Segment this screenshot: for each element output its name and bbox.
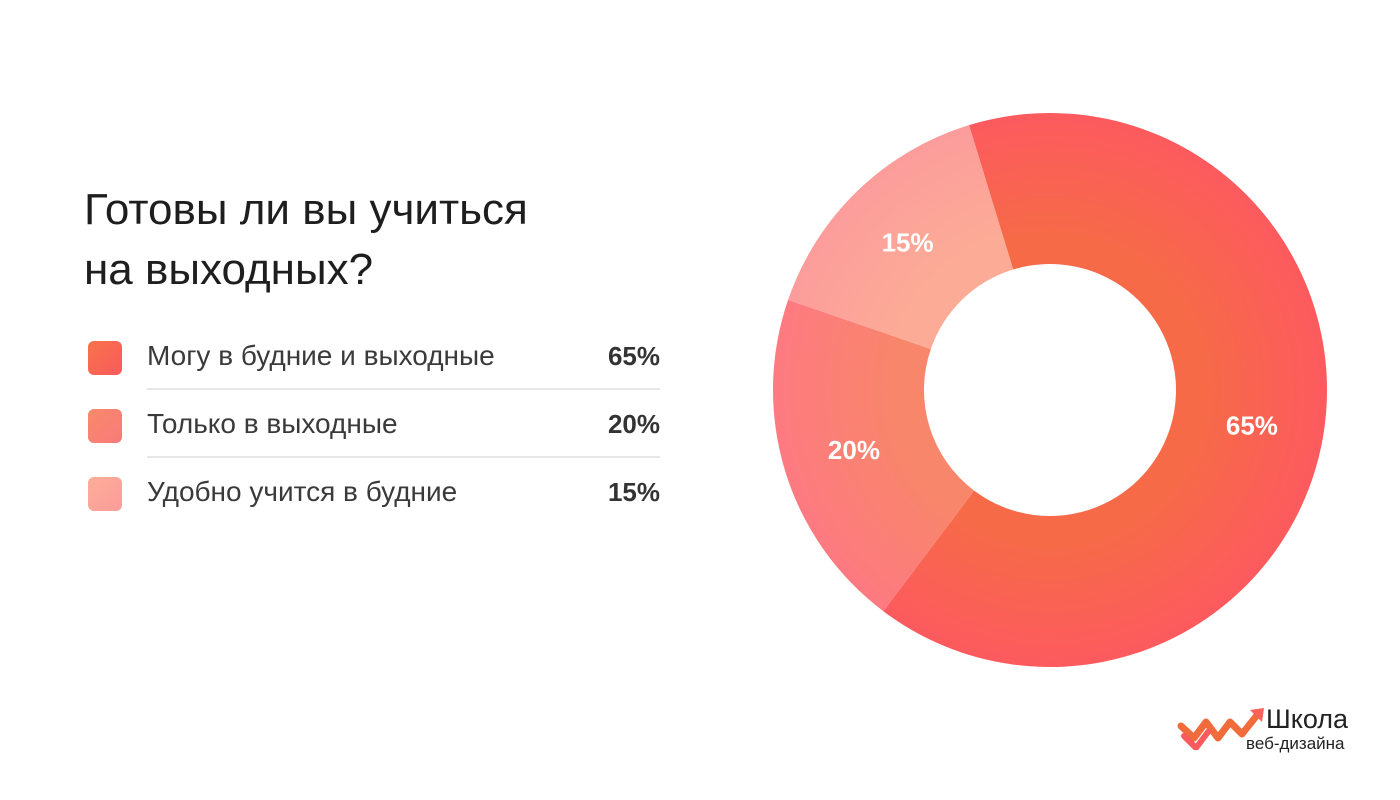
donut-slice-20 xyxy=(773,299,975,612)
slice-value-label: 15% xyxy=(882,228,934,258)
legend: Могу в будние и выходные 65% Только в вы… xyxy=(88,322,660,526)
donut-slice-15 xyxy=(788,125,1014,349)
legend-item: Только в выходные 20% xyxy=(88,390,660,458)
brand-logo: Школа веб-дизайна xyxy=(1176,704,1366,756)
legend-label: Удобно учится в будние xyxy=(147,476,458,507)
legend-value: 65% xyxy=(607,341,660,371)
legend-item: Могу в будние и выходные 65% xyxy=(88,322,660,390)
legend-label: Могу в будние и выходные xyxy=(147,340,495,371)
slice-value-label: 20% xyxy=(828,435,880,465)
logo-text-line-1: Школа xyxy=(1266,704,1349,734)
legend-value: 20% xyxy=(607,409,660,439)
donut-slice-65 xyxy=(883,113,1327,667)
chart-title-line-2: на выходных? xyxy=(84,245,374,294)
legend-swatch xyxy=(88,477,122,511)
donut-chart: 65% 20% 15% xyxy=(773,113,1327,667)
legend-swatch xyxy=(88,409,122,443)
chart-title-line-1: Готовы ли вы учиться xyxy=(84,185,528,234)
chart-title: Готовы ли вы учиться на выходных? xyxy=(84,180,644,300)
legend-item: Удобно учится в будние 15% xyxy=(88,458,660,526)
logo-zigzag-icon xyxy=(1177,708,1264,750)
legend-swatch xyxy=(88,341,122,375)
slice-value-label: 65% xyxy=(1226,411,1278,441)
legend-divider xyxy=(147,388,660,390)
legend-value: 15% xyxy=(607,477,660,507)
legend-divider xyxy=(147,456,660,458)
legend-label: Только в выходные xyxy=(147,408,398,439)
logo-text-line-2: веб-дизайна xyxy=(1246,734,1345,753)
